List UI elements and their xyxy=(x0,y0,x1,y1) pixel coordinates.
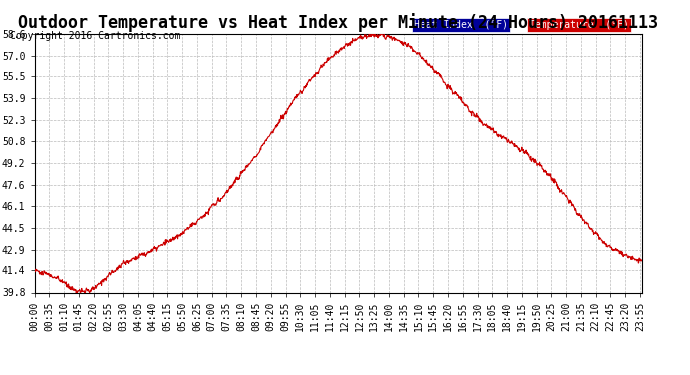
Title: Outdoor Temperature vs Heat Index per Minute (24 Hours) 20161113: Outdoor Temperature vs Heat Index per Mi… xyxy=(18,13,658,32)
Text: Heat Index  (°F): Heat Index (°F) xyxy=(414,20,508,30)
Text: Copyright 2016 Cartronics.com: Copyright 2016 Cartronics.com xyxy=(10,32,181,41)
Text: Temperature  (°F): Temperature (°F) xyxy=(529,20,629,30)
